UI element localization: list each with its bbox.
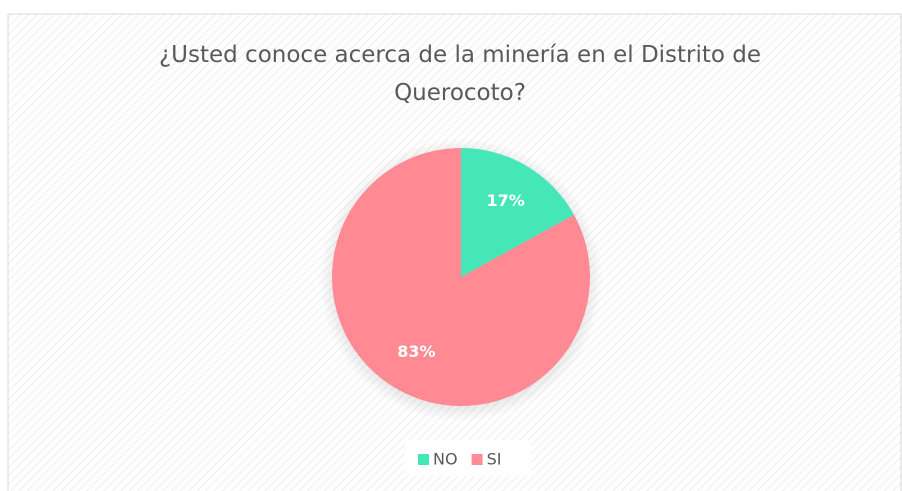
data-label: 83% [397,342,435,361]
pie-slice [332,148,591,406]
legend-label: NO [433,450,458,469]
legend-swatch [471,454,483,465]
data-label: 17% [487,191,525,210]
chart-title: ¿Usted conoce acerca de la minería en el… [158,42,762,106]
pie-slice [461,148,575,277]
legend-label: SI [487,450,502,469]
legend-swatch [418,454,429,465]
